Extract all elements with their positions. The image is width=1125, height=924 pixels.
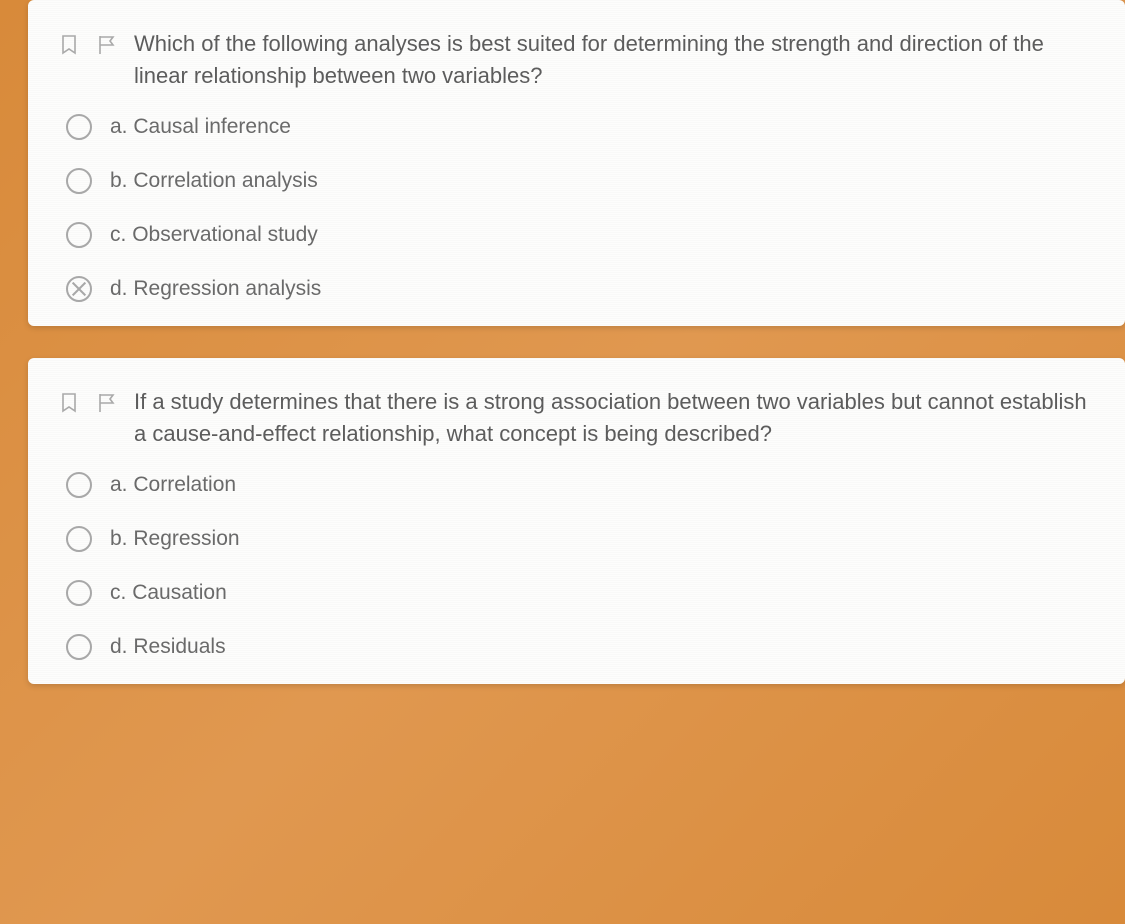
bookmark-icon[interactable] bbox=[58, 32, 80, 58]
option-row-a[interactable]: a. Causal inference bbox=[66, 114, 1095, 140]
option-label: c. Causation bbox=[110, 581, 227, 605]
options-list: a. Causal inference b. Correlation analy… bbox=[58, 114, 1095, 302]
radio-button[interactable] bbox=[66, 276, 92, 302]
question-header: Which of the following analyses is best … bbox=[58, 28, 1095, 92]
radio-button[interactable] bbox=[66, 634, 92, 660]
flag-icon[interactable] bbox=[96, 32, 118, 58]
radio-button[interactable] bbox=[66, 526, 92, 552]
option-label: d. Residuals bbox=[110, 635, 226, 659]
question-icons bbox=[58, 386, 118, 416]
option-row-a[interactable]: a. Correlation bbox=[66, 472, 1095, 498]
option-row-c[interactable]: c. Observational study bbox=[66, 222, 1095, 248]
option-label: b. Correlation analysis bbox=[110, 169, 318, 193]
option-row-d[interactable]: d. Residuals bbox=[66, 634, 1095, 660]
option-label: d. Regression analysis bbox=[110, 277, 321, 301]
content-wrapper: Which of the following analyses is best … bbox=[0, 0, 1125, 684]
option-row-b[interactable]: b. Regression bbox=[66, 526, 1095, 552]
question-text: Which of the following analyses is best … bbox=[134, 28, 1095, 92]
option-label: a. Correlation bbox=[110, 473, 236, 497]
question-card: Which of the following analyses is best … bbox=[28, 0, 1125, 326]
options-list: a. Correlation b. Regression c. Causatio… bbox=[58, 472, 1095, 660]
option-row-c[interactable]: c. Causation bbox=[66, 580, 1095, 606]
question-icons bbox=[58, 28, 118, 58]
radio-button[interactable] bbox=[66, 114, 92, 140]
radio-button[interactable] bbox=[66, 472, 92, 498]
radio-button[interactable] bbox=[66, 168, 92, 194]
option-label: b. Regression bbox=[110, 527, 240, 551]
question-header: If a study determines that there is a st… bbox=[58, 386, 1095, 450]
flag-icon[interactable] bbox=[96, 390, 118, 416]
bookmark-icon[interactable] bbox=[58, 390, 80, 416]
question-text: If a study determines that there is a st… bbox=[134, 386, 1095, 450]
radio-button[interactable] bbox=[66, 222, 92, 248]
radio-button[interactable] bbox=[66, 580, 92, 606]
option-label: a. Causal inference bbox=[110, 115, 291, 139]
option-row-b[interactable]: b. Correlation analysis bbox=[66, 168, 1095, 194]
option-row-d[interactable]: d. Regression analysis bbox=[66, 276, 1095, 302]
question-card: If a study determines that there is a st… bbox=[28, 358, 1125, 684]
option-label: c. Observational study bbox=[110, 223, 318, 247]
